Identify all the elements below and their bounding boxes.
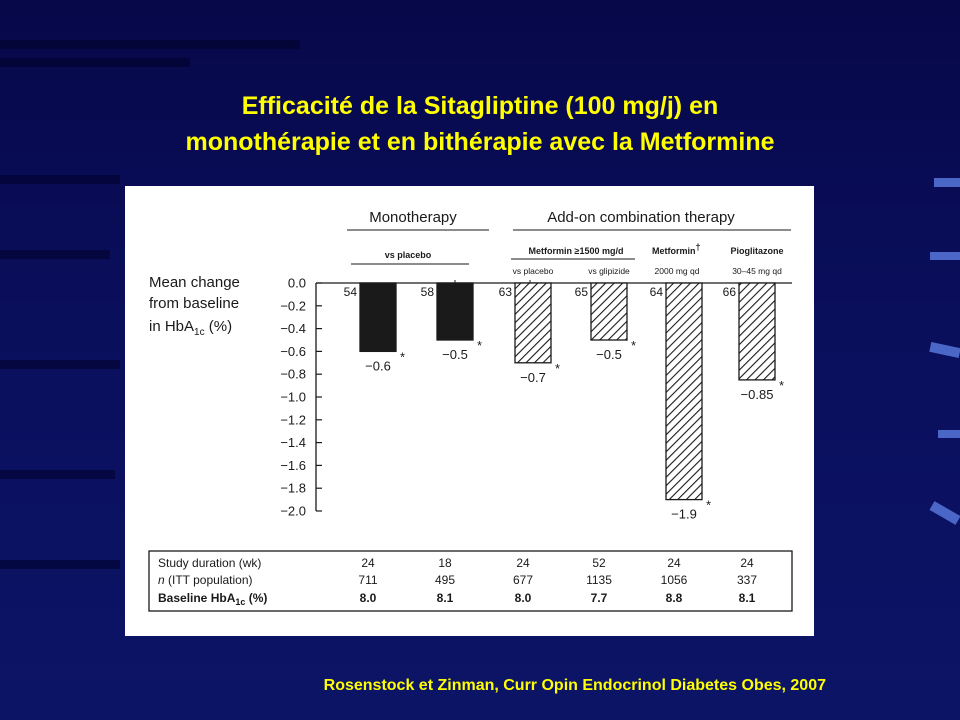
background-stripe [0, 360, 120, 369]
y-tick-label: −0.6 [280, 344, 306, 359]
study-table-frame [148, 550, 793, 612]
significance-marker: * [477, 338, 482, 353]
edge-decoration [930, 252, 960, 260]
background-stripe [0, 560, 120, 569]
y-tick-label: −1.8 [280, 481, 306, 496]
subheader-metformin-1500: Metformin ≥1500 mg/d [529, 246, 624, 256]
table-cell: 7.7 [591, 591, 608, 605]
y-tick-label: −0.4 [280, 321, 306, 336]
group-header-monotherapy: Monotherapy [369, 209, 457, 226]
bar-value-label: −0.7 [520, 370, 546, 385]
bar [359, 282, 397, 353]
bar [436, 282, 474, 341]
edge-decoration [938, 430, 960, 438]
table-cell: 8.0 [515, 591, 532, 605]
significance-marker: * [555, 361, 560, 376]
bar-value-label: −0.85 [741, 387, 774, 402]
subheader-pioglitazone: Pioglitazone [730, 246, 783, 256]
bar-value-label: −0.6 [365, 358, 391, 373]
table-cell: 677 [513, 573, 533, 587]
table-row-label: Baseline HbA1c (%) [158, 591, 267, 607]
edge-decoration [929, 341, 960, 359]
y-tick-label: −0.8 [280, 367, 306, 382]
table-cell: 1135 [586, 573, 612, 587]
table-cell: 18 [438, 556, 452, 570]
background-stripe [0, 40, 300, 49]
bar-sublabel: 2000 mg qd [655, 266, 700, 276]
table-cell: 8.0 [360, 591, 377, 605]
edge-decoration [929, 501, 960, 525]
table-cell: 8.1 [739, 591, 756, 605]
y-axis-label-line-3: in HbA1c (%) [149, 318, 232, 338]
table-cell: 711 [358, 573, 377, 587]
table-cell: 8.8 [666, 591, 683, 605]
chart-figure: Mean change from baseline in HbA1c (%) 0.0 −… [125, 186, 814, 636]
table-cell: 24 [361, 556, 375, 570]
bar-n-label: 65 [575, 285, 589, 299]
y-tick-label: −1.4 [280, 435, 306, 450]
significance-marker: * [779, 378, 784, 393]
table-row-label: n (ITT population) [158, 573, 253, 587]
table-cell: 8.1 [437, 591, 454, 605]
group-header-add-on: Add-on combination therapy [547, 209, 735, 226]
bar-n-label: 58 [421, 285, 435, 299]
significance-marker: * [706, 498, 711, 513]
background-stripe [0, 470, 115, 479]
slide-title-line-1: Efficacité de la Sitagliptine (100 mg/j)… [241, 92, 719, 120]
background-stripe [0, 58, 190, 67]
bar-sublabel: vs placebo [513, 266, 554, 276]
y-axis-label-line-2: from baseline [149, 295, 239, 312]
edge-decoration [934, 178, 960, 187]
background-stripe [0, 250, 110, 259]
bar [665, 282, 703, 501]
table-cell: 495 [435, 573, 455, 587]
table-cell: 52 [592, 556, 606, 570]
bar [514, 282, 552, 364]
bar-n-label: 64 [650, 285, 664, 299]
bar-value-label: −1.9 [671, 507, 697, 522]
subheader-metformin-2000: Metformin† [652, 242, 701, 256]
bar [738, 282, 776, 381]
y-tick-label: 0.0 [288, 276, 306, 291]
significance-marker: * [631, 338, 636, 353]
bar-n-label: 66 [723, 285, 737, 299]
significance-marker: * [400, 349, 405, 364]
slide-title: Efficacité de la Sitagliptine (100 mg/j)… [40, 88, 920, 160]
bar [590, 282, 628, 341]
table-row-label: Study duration (wk) [158, 556, 261, 570]
bar-n-label: 54 [344, 285, 358, 299]
chart-svg: Mean change from baseline in HbA1c (%) 0.0 −… [148, 209, 793, 612]
bar-value-label: −0.5 [596, 347, 622, 362]
bar-n-label: 63 [499, 285, 513, 299]
bar-sublabel: vs glipizide [588, 266, 630, 276]
y-tick-label: −0.2 [280, 298, 306, 313]
bar-sublabel: 30–45 mg qd [732, 266, 782, 276]
y-tick-label: −1.6 [280, 458, 306, 473]
citation: Rosenstock et Zinman, Curr Opin Endocrin… [323, 677, 826, 694]
table-cell: 1056 [661, 573, 688, 587]
bar-value-label: −0.5 [442, 347, 468, 362]
y-axis-label-line-1: Mean change [149, 274, 240, 291]
y-tick-label: −2.0 [280, 504, 306, 519]
background-stripe [0, 175, 120, 184]
table-cell: 24 [667, 556, 681, 570]
y-tick-label: −1.0 [280, 390, 306, 405]
table-cell: 337 [737, 573, 757, 587]
y-tick-label: −1.2 [280, 412, 306, 427]
slide-title-line-2: monothérapie et en bithérapie avec la Me… [185, 128, 775, 156]
table-cell: 24 [740, 556, 754, 570]
table-cell: 24 [516, 556, 530, 570]
subheader-vs-placebo: vs placebo [385, 250, 432, 260]
chart-layer: Mean change from baseline in HbA1c (%) 0.0 −… [148, 209, 793, 612]
